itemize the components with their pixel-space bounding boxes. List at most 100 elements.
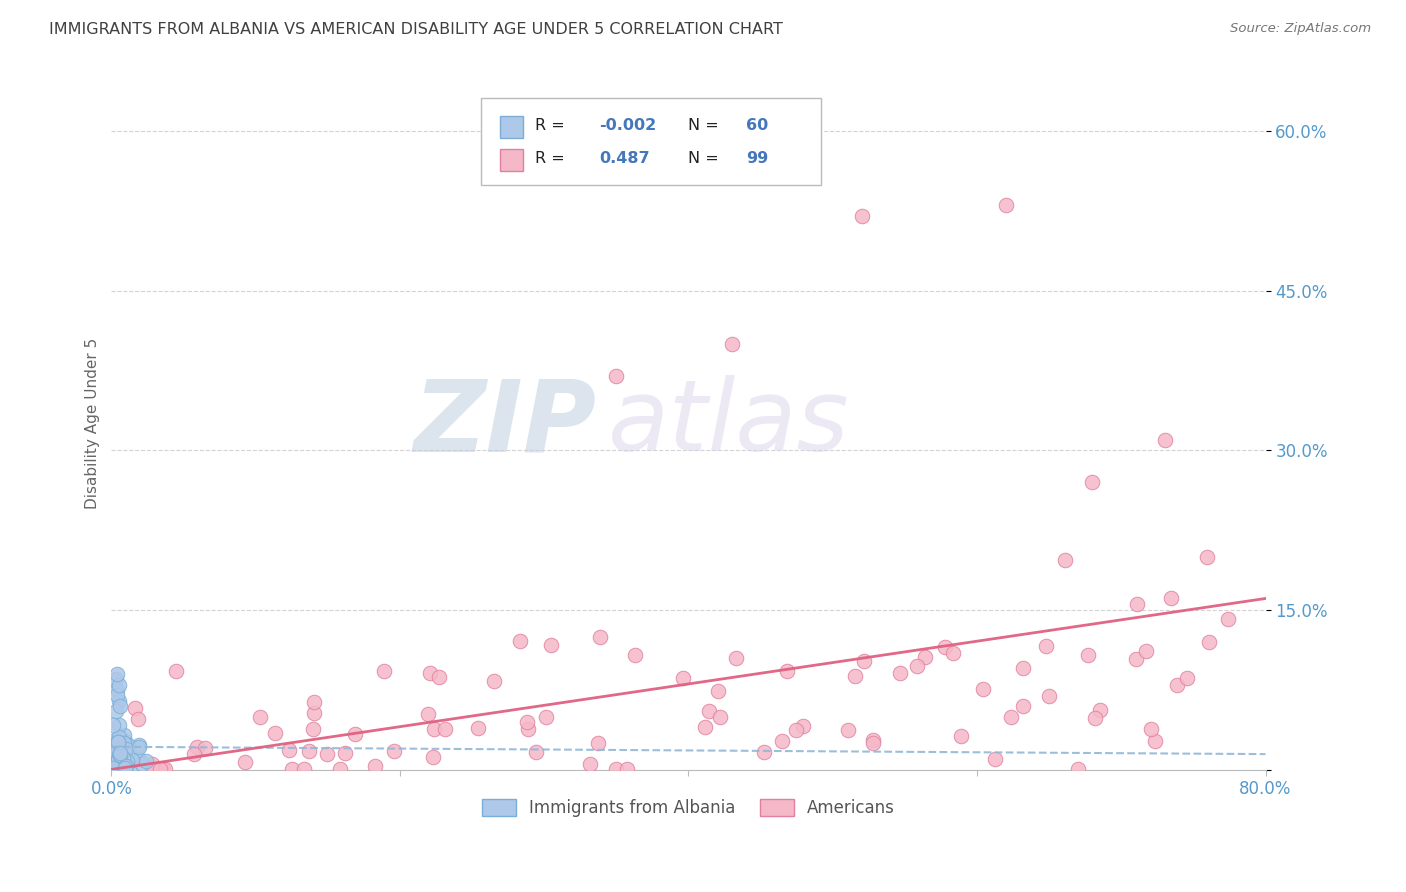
Point [914, 650, 936, 665]
Point [107, 762, 129, 776]
Point [994, 198, 1017, 212]
Point [1012, 698, 1035, 713]
Point [416, 706, 439, 721]
Point [165, 664, 187, 678]
Point [110, 739, 132, 754]
FancyBboxPatch shape [481, 98, 821, 185]
Point [104, 746, 127, 760]
Point [149, 762, 172, 776]
Point [329, 762, 352, 776]
Point [335, 746, 357, 760]
Point [373, 664, 395, 678]
Point [103, 761, 125, 775]
FancyBboxPatch shape [501, 149, 523, 171]
Point [851, 209, 873, 223]
Point [105, 762, 128, 776]
Point [249, 710, 271, 724]
Point [135, 755, 157, 769]
Y-axis label: Disability Age Under 5: Disability Age Under 5 [86, 338, 100, 509]
Point [364, 759, 387, 773]
Point [115, 754, 138, 768]
Point [709, 710, 731, 724]
Text: R =: R = [534, 119, 569, 134]
Point [422, 750, 444, 764]
Point [105, 757, 128, 772]
Point [108, 753, 131, 767]
Point [579, 757, 602, 772]
Point [103, 737, 125, 751]
Point [785, 723, 807, 737]
Text: N =: N = [689, 119, 724, 134]
Point [107, 745, 129, 759]
Point [111, 750, 134, 764]
Point [942, 646, 965, 660]
Point [124, 700, 146, 714]
Point [889, 665, 911, 680]
Point [298, 744, 321, 758]
Point [104, 705, 127, 719]
Point [1053, 553, 1076, 567]
Point [103, 762, 125, 776]
Point [697, 705, 720, 719]
Point [1012, 661, 1035, 675]
Point [105, 689, 128, 703]
Point [111, 760, 134, 774]
Point [114, 733, 136, 747]
Point [1166, 678, 1188, 692]
Point [770, 734, 793, 748]
Point [1218, 612, 1240, 626]
Point [101, 717, 124, 731]
Text: 0.487: 0.487 [599, 151, 650, 166]
Point [278, 743, 301, 757]
Point [467, 721, 489, 735]
Point [110, 760, 132, 774]
Point [101, 757, 124, 772]
Point [127, 711, 149, 725]
Point [509, 634, 531, 648]
Point [1067, 762, 1090, 776]
Point [754, 745, 776, 759]
Point [194, 740, 217, 755]
Point [103, 754, 125, 768]
Text: ZIP: ZIP [413, 376, 596, 472]
Point [101, 751, 124, 765]
Text: Source: ZipAtlas.com: Source: ZipAtlas.com [1230, 22, 1371, 36]
Point [101, 761, 124, 775]
Point [108, 746, 131, 760]
Point [128, 752, 150, 766]
Point [101, 753, 124, 767]
Point [1000, 710, 1022, 724]
Point [141, 756, 163, 771]
Point [605, 368, 627, 383]
Text: 99: 99 [747, 151, 769, 166]
Point [104, 732, 127, 747]
Point [434, 722, 457, 736]
Point [233, 755, 256, 769]
Point [853, 654, 876, 668]
Point [186, 739, 208, 754]
Point [105, 757, 128, 772]
Point [107, 753, 129, 767]
Point [1126, 597, 1149, 611]
Point [934, 640, 956, 655]
Point [107, 762, 129, 776]
Text: N =: N = [689, 151, 724, 166]
Point [108, 699, 131, 714]
Point [1144, 734, 1167, 748]
Point [1198, 635, 1220, 649]
Point [1081, 475, 1104, 490]
Point [792, 718, 814, 732]
Point [114, 761, 136, 775]
Point [706, 684, 728, 698]
Point [104, 743, 127, 757]
Point [905, 658, 928, 673]
Point [1077, 648, 1099, 662]
Point [972, 682, 994, 697]
Point [862, 736, 884, 750]
Point [1088, 703, 1111, 717]
Point [1153, 433, 1175, 447]
Point [482, 673, 505, 688]
Point [112, 736, 135, 750]
Point [104, 673, 127, 687]
Point [281, 762, 304, 776]
